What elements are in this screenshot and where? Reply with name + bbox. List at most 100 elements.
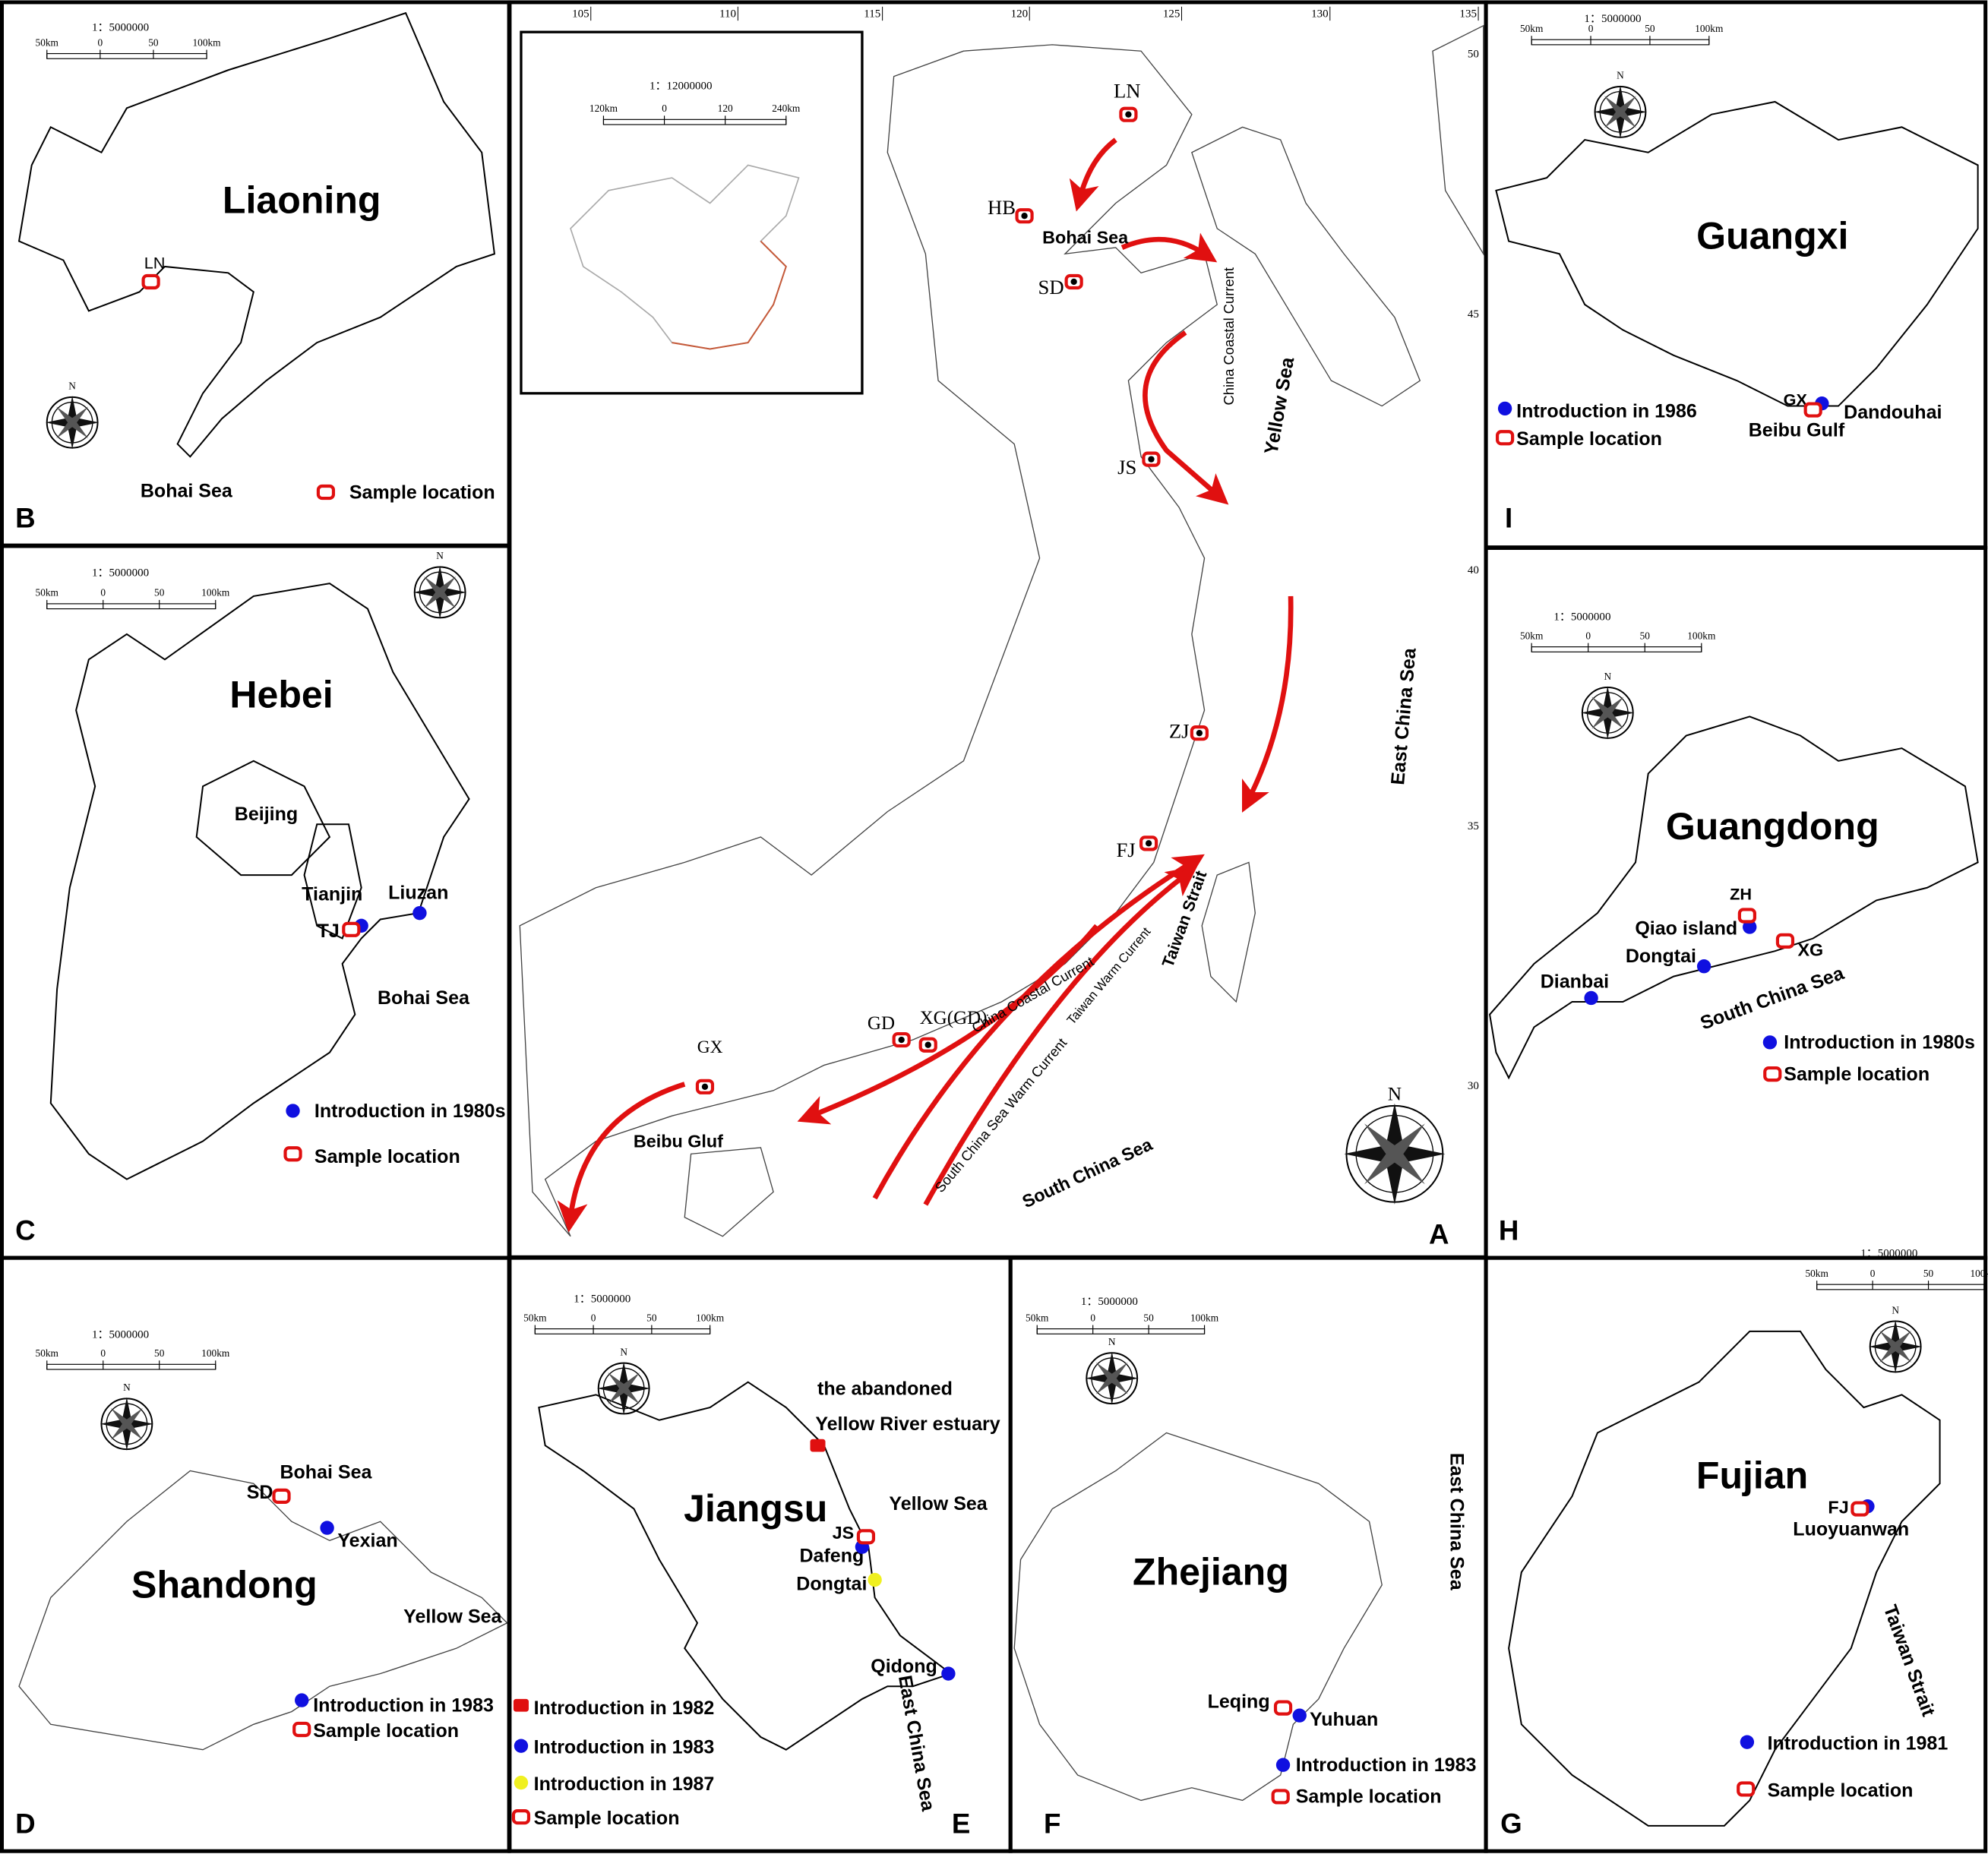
label: 110 bbox=[719, 8, 736, 20]
korea-outline bbox=[1191, 126, 1421, 407]
label: 120 bbox=[1011, 8, 1029, 20]
compass-star bbox=[1879, 1330, 1912, 1363]
current-arrow bbox=[1069, 137, 1117, 212]
site-dot bbox=[1148, 456, 1155, 463]
label: Sample location bbox=[534, 1808, 680, 1829]
label: 100km bbox=[201, 587, 230, 599]
label: N bbox=[1604, 671, 1611, 682]
label: Introduction in 1983 bbox=[534, 1737, 715, 1758]
label: 35 bbox=[1468, 820, 1479, 832]
introduction-dot bbox=[1762, 1035, 1778, 1050]
scale-bar bbox=[46, 603, 216, 610]
label: South China Sea bbox=[1019, 1134, 1156, 1211]
label: C bbox=[15, 1214, 36, 1246]
label: HB bbox=[988, 196, 1016, 219]
introduction-dot bbox=[514, 1775, 529, 1790]
label: Sample location bbox=[1516, 428, 1662, 450]
label: Qiao island bbox=[1635, 918, 1737, 939]
introduction-square bbox=[513, 1698, 529, 1712]
label: Beibu Gulf bbox=[1749, 420, 1845, 441]
outlines bbox=[17, 11, 1979, 1827]
label: Bohai Sea bbox=[1042, 227, 1129, 247]
introduction-dot bbox=[1740, 1735, 1755, 1749]
introduction-dot bbox=[412, 905, 427, 921]
label: Shandong bbox=[131, 1563, 318, 1606]
label: I bbox=[1505, 502, 1512, 533]
label: Guangdong bbox=[1666, 805, 1879, 848]
introduction-dot bbox=[1743, 920, 1757, 934]
label: Sample location bbox=[1768, 1780, 1914, 1801]
scale-bar bbox=[1531, 39, 1710, 46]
introduction-dot bbox=[868, 1572, 882, 1587]
introduction-dot bbox=[1696, 959, 1711, 974]
beijing-outline bbox=[195, 760, 331, 876]
label: Sample location bbox=[314, 1146, 460, 1167]
label: 50km bbox=[1026, 1312, 1049, 1323]
site-dot bbox=[701, 1083, 709, 1090]
label: East China Sea bbox=[1387, 646, 1421, 786]
label: LN bbox=[144, 253, 166, 272]
label: 120km bbox=[589, 103, 618, 114]
jiangsu-outline bbox=[538, 1381, 953, 1751]
introduction-dot bbox=[1275, 1758, 1291, 1772]
label: N bbox=[1892, 1304, 1899, 1315]
label: South China Sea Warm Current bbox=[931, 1034, 1070, 1195]
label: Dianbai bbox=[1541, 971, 1609, 993]
label: Yellow Sea bbox=[889, 1493, 988, 1514]
hebei-outline bbox=[49, 583, 470, 1180]
site-dot bbox=[1145, 840, 1152, 847]
compass-star bbox=[1364, 1123, 1425, 1185]
scale-bar bbox=[1816, 1284, 1985, 1290]
label: N bbox=[1617, 70, 1624, 81]
label: ZJ bbox=[1169, 719, 1190, 742]
label: Zhejiang bbox=[1133, 1551, 1289, 1593]
compass-star bbox=[424, 576, 457, 608]
hainan-outline bbox=[684, 1147, 774, 1237]
label: Liuzan bbox=[388, 883, 448, 904]
taiwan-outline bbox=[1201, 861, 1256, 1003]
label: 0 bbox=[98, 36, 103, 48]
label: 50km bbox=[36, 36, 59, 48]
label: Sample location bbox=[349, 482, 495, 503]
label: N bbox=[1108, 1336, 1116, 1347]
label: Sample location bbox=[1784, 1063, 1930, 1085]
label: 100km bbox=[1687, 630, 1716, 641]
scale-bar bbox=[46, 52, 207, 59]
label: 40 bbox=[1468, 564, 1479, 576]
label: ZH bbox=[1730, 885, 1752, 904]
label: N bbox=[123, 1382, 131, 1393]
label: 125 bbox=[1163, 8, 1180, 20]
label: 50 bbox=[148, 36, 159, 48]
label: XG(GD) bbox=[920, 1008, 988, 1028]
label: 1：5000000 bbox=[574, 1293, 631, 1306]
label: Bohai Sea bbox=[378, 987, 470, 1009]
label: Luoyuanwan bbox=[1793, 1519, 1909, 1540]
label: GD bbox=[868, 1013, 895, 1034]
label: Introduction in 1981 bbox=[1768, 1733, 1948, 1755]
label: 135 bbox=[1459, 8, 1477, 20]
label: Beibu Gluf bbox=[634, 1131, 723, 1151]
label: JS bbox=[833, 1523, 855, 1543]
label: Introduction in 1983 bbox=[313, 1695, 494, 1717]
compass-star bbox=[110, 1407, 143, 1440]
label: B bbox=[15, 502, 36, 533]
compass-star bbox=[1095, 1362, 1128, 1394]
current-arrow bbox=[1143, 330, 1229, 505]
liaoning-outline bbox=[17, 11, 496, 458]
label: 45 bbox=[1468, 308, 1479, 321]
compass-star bbox=[1604, 96, 1637, 128]
sample-marker bbox=[292, 1721, 311, 1738]
label: 115 bbox=[864, 8, 880, 20]
label: Introduction in 1983 bbox=[1296, 1755, 1477, 1776]
inset-china bbox=[570, 164, 800, 350]
label: N bbox=[436, 550, 444, 561]
sample-marker bbox=[1737, 1781, 1756, 1797]
label: 50 bbox=[1468, 49, 1479, 61]
current-arrow bbox=[923, 865, 1198, 1206]
label: E bbox=[952, 1808, 970, 1840]
site-dot bbox=[1070, 278, 1077, 286]
sample-marker bbox=[1851, 1501, 1869, 1517]
label: GX bbox=[1784, 390, 1808, 409]
label: Beijing bbox=[235, 804, 298, 825]
